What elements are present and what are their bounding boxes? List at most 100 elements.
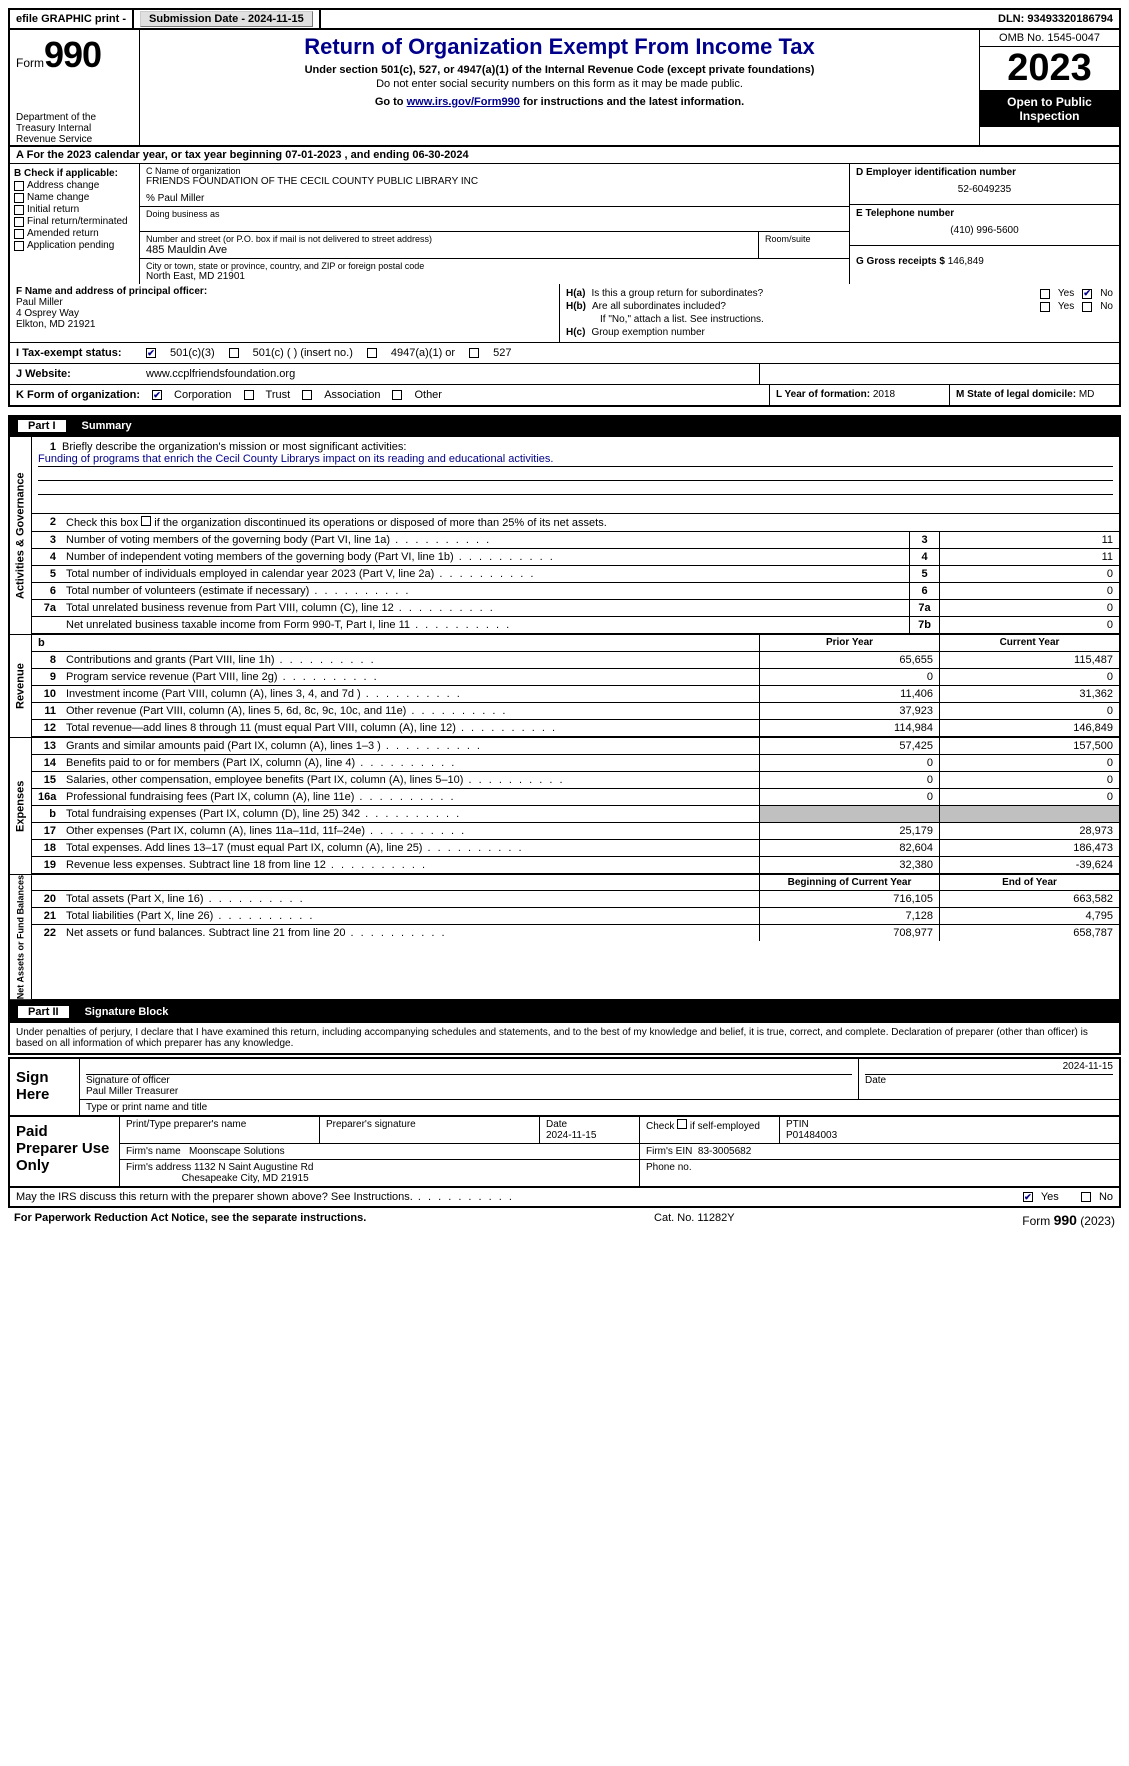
- checkbox[interactable]: [14, 193, 24, 203]
- goto-line: Go to www.irs.gov/Form990 for instructio…: [150, 96, 969, 108]
- checkbox-address-change: Address change: [14, 180, 135, 191]
- ha-label: H(a): [566, 288, 585, 299]
- goto-link[interactable]: www.irs.gov/Form990: [407, 96, 520, 108]
- checkbox-label: Amended return: [27, 228, 99, 239]
- submission-date: Submission Date - 2024-11-15: [134, 10, 321, 28]
- rev-line-8: 8Contributions and grants (Part VIII, li…: [32, 652, 1119, 669]
- ptin-value: P01484003: [786, 1130, 837, 1141]
- boy-hdr: Beginning of Current Year: [759, 875, 939, 890]
- sign-here-block: Sign Here Signature of officer Paul Mill…: [8, 1057, 1121, 1117]
- checkbox[interactable]: [14, 205, 24, 215]
- revenue-section: Revenue b Prior Year Current Year 8Contr…: [10, 635, 1119, 738]
- hb-no-checkbox[interactable]: [1082, 302, 1092, 312]
- 501c-checkbox[interactable]: [229, 348, 239, 358]
- goto-pre: Go to: [375, 96, 407, 108]
- paid-preparer-label: Paid Preparer Use Only: [10, 1117, 120, 1186]
- part-2-title: Signature Block: [85, 1006, 169, 1018]
- year-formation: 2018: [873, 389, 895, 400]
- org-name-block: C Name of organization FRIENDS FOUNDATIO…: [140, 164, 849, 207]
- gov-line-4: 4Number of independent voting members of…: [32, 549, 1119, 566]
- paperwork-notice: For Paperwork Reduction Act Notice, see …: [14, 1212, 366, 1228]
- ssn-note: Do not enter social security numbers on …: [150, 78, 969, 90]
- may-no-checkbox[interactable]: [1081, 1192, 1091, 1202]
- omb-number: OMB No. 1545-0047: [980, 30, 1119, 47]
- goto-post: for instructions and the latest informat…: [520, 96, 744, 108]
- row-i-label: I Tax-exempt status:: [10, 343, 140, 363]
- dept-treasury: Department of the Treasury Internal Reve…: [16, 112, 133, 145]
- other-checkbox[interactable]: [392, 390, 402, 400]
- officer-addr2: Elkton, MD 21921: [16, 319, 96, 330]
- assoc-checkbox[interactable]: [302, 390, 312, 400]
- checkbox[interactable]: [14, 217, 24, 227]
- col-c-org-info: C Name of organization FRIENDS FOUNDATIO…: [140, 164, 849, 284]
- line-2: 2 Check this box if the organization dis…: [32, 514, 1119, 532]
- officer-name: Paul Miller: [16, 297, 63, 308]
- prep-date: 2024-11-15: [546, 1130, 596, 1141]
- discontinued-checkbox[interactable]: [141, 516, 151, 526]
- mission-block: 1Briefly describe the organization's mis…: [32, 437, 1119, 514]
- top-bar: efile GRAPHIC print - Submission Date - …: [8, 8, 1121, 30]
- ha-yes-checkbox[interactable]: [1040, 289, 1050, 299]
- na-line-22: 22Net assets or fund balances. Subtract …: [32, 925, 1119, 941]
- header-right: OMB No. 1545-0047 2023 Open to Public In…: [979, 30, 1119, 145]
- exp-line-b: bTotal fundraising expenses (Part IX, co…: [32, 806, 1119, 823]
- firm-name: Moonscape Solutions: [189, 1146, 285, 1157]
- may-no: No: [1099, 1191, 1113, 1203]
- mission-line-4: [38, 495, 1113, 509]
- opt-501c: 501(c) ( ) (insert no.): [253, 347, 353, 359]
- section-f-h: F Name and address of principal officer:…: [8, 284, 1121, 343]
- ha-question: Is this a group return for subordinates?: [591, 288, 1033, 299]
- exp-line-17: 17Other expenses (Part IX, column (A), l…: [32, 823, 1119, 840]
- dba-block: Doing business as: [140, 207, 849, 232]
- checkbox-label: Final return/terminated: [27, 216, 128, 227]
- hb-note: If "No," attach a list. See instructions…: [566, 314, 1113, 325]
- checkbox[interactable]: [14, 229, 24, 239]
- eoy-hdr: End of Year: [939, 875, 1119, 890]
- part-1-num: Part I: [18, 420, 66, 432]
- checkbox-label: Name change: [27, 192, 89, 203]
- ein-block: D Employer identification number 52-6049…: [850, 164, 1119, 205]
- rev-line-9: 9Program service revenue (Part VIII, lin…: [32, 669, 1119, 686]
- form-subtitle: Under section 501(c), 527, or 4947(a)(1)…: [150, 64, 969, 76]
- phone-block: E Telephone number (410) 996-5600: [850, 205, 1119, 246]
- officer-name-title: Paul Miller Treasurer: [86, 1086, 852, 1097]
- officer-addr1: 4 Osprey Way: [16, 308, 79, 319]
- vtab-netassets: Net Assets or Fund Balances: [10, 875, 32, 999]
- year-formation-label: L Year of formation:: [776, 389, 870, 400]
- form-of-org-row: K Form of organization: Corporation Trus…: [8, 385, 1121, 407]
- form-number: Form 990: [16, 34, 133, 76]
- section-b-to-g: B Check if applicable: Address changeNam…: [8, 164, 1121, 284]
- checkbox-label: Application pending: [27, 240, 114, 251]
- 527-checkbox[interactable]: [469, 348, 479, 358]
- part-2-num: Part II: [18, 1006, 69, 1018]
- hb-yes-checkbox[interactable]: [1040, 302, 1050, 312]
- dba-label: Doing business as: [146, 209, 843, 219]
- opt-other: Other: [414, 389, 442, 401]
- trust-checkbox[interactable]: [244, 390, 254, 400]
- firm-name-label: Firm's name: [126, 1146, 181, 1157]
- self-employed-checkbox[interactable]: [677, 1119, 687, 1129]
- checkbox[interactable]: [14, 181, 24, 191]
- may-discuss-question: May the IRS discuss this return with the…: [16, 1191, 413, 1203]
- domicile-state: MD: [1079, 389, 1095, 400]
- summary-section: Activities & Governance 1Briefly describ…: [8, 437, 1121, 1001]
- 501c3-checkbox[interactable]: [146, 348, 156, 358]
- checkbox[interactable]: [14, 241, 24, 251]
- gross-receipts-label: G Gross receipts $: [856, 256, 945, 267]
- firm-addr-label: Firm's address: [126, 1162, 191, 1173]
- activities-governance: Activities & Governance 1Briefly describ…: [10, 437, 1119, 635]
- corp-checkbox[interactable]: [152, 390, 162, 400]
- line-2-text: Check this box: [66, 517, 141, 529]
- checkbox-initial-return: Initial return: [14, 204, 135, 215]
- vtab-expenses: Expenses: [10, 738, 32, 874]
- part-1-header: Part I Summary: [8, 415, 1121, 437]
- form-word: Form: [16, 56, 44, 70]
- col-b-checkboxes: B Check if applicable: Address changeNam…: [10, 164, 140, 284]
- ha-no-checkbox[interactable]: [1082, 289, 1092, 299]
- 4947-checkbox[interactable]: [367, 348, 377, 358]
- may-yes-checkbox[interactable]: [1023, 1192, 1033, 1202]
- room-suite-label: Room/suite: [759, 232, 849, 258]
- form-990-num: 990: [44, 34, 101, 76]
- domicile-label: M State of legal domicile:: [956, 389, 1076, 400]
- city-state-zip: North East, MD 21901: [146, 271, 843, 282]
